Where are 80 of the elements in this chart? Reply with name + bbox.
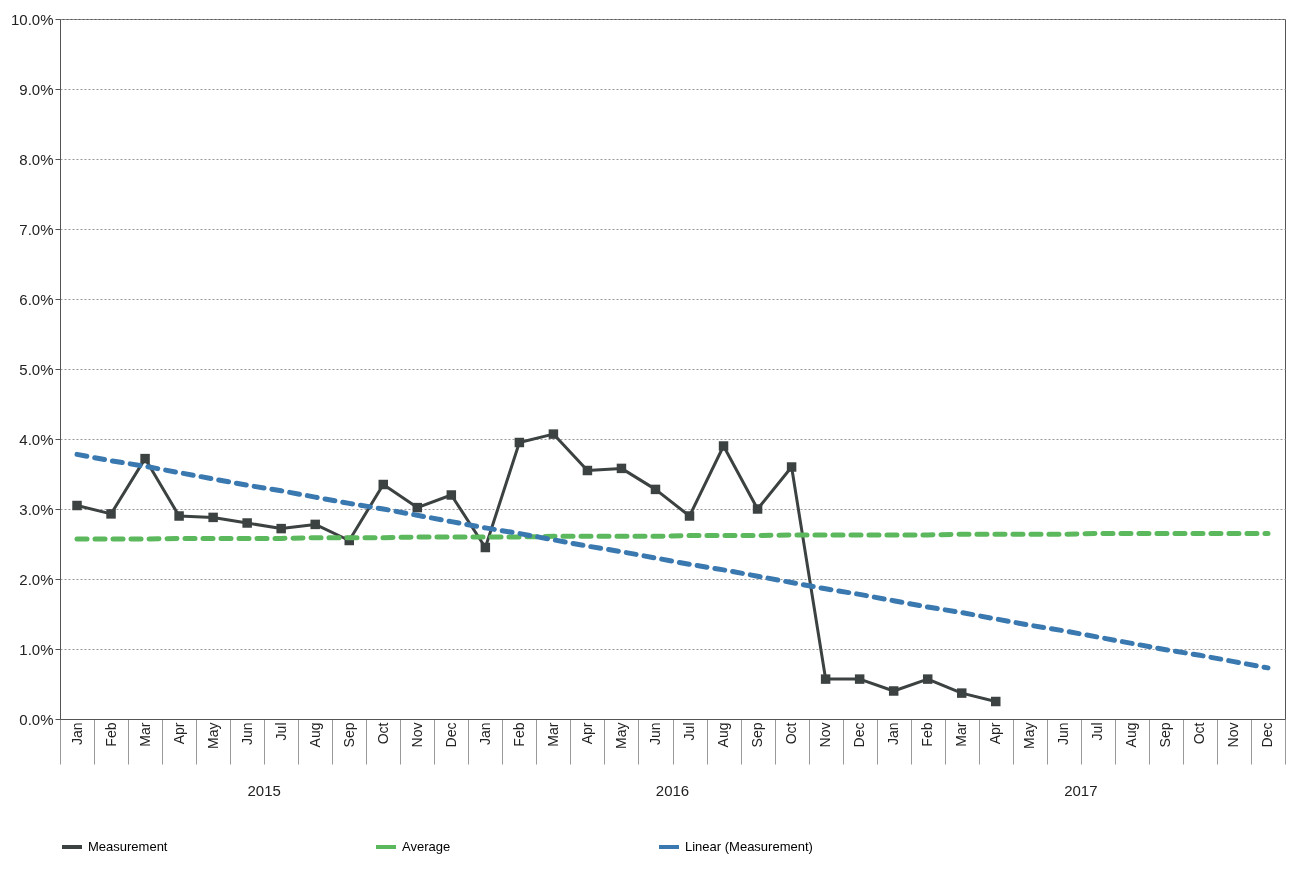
text: 2017 [1064, 782, 1098, 799]
x-tick-label: Nov [817, 722, 834, 748]
point [378, 479, 389, 490]
y-tick-label: 6.0% [19, 290, 54, 308]
point [718, 441, 729, 451]
point [616, 463, 627, 474]
y-tick-label: 8.0% [19, 150, 54, 168]
x-tick-label: Jul [681, 722, 698, 741]
point [786, 462, 797, 472]
point [650, 484, 661, 495]
y-tick-label: 2.0% [19, 570, 54, 588]
y-tick-label: 4.0% [19, 430, 54, 448]
point [174, 511, 184, 521]
point [991, 696, 1001, 707]
point [582, 465, 593, 476]
x-tick-label: Jul [1089, 722, 1106, 741]
point [922, 674, 933, 684]
text: 2016 [655, 782, 690, 799]
x-tick-label: Feb [102, 722, 119, 747]
x-tick-label: Nov [408, 722, 425, 748]
x-tick-label: Feb [510, 722, 527, 747]
x-tick-label: Dec [442, 722, 459, 748]
x-tick-label: Jul [272, 722, 289, 741]
text: 2015 [247, 782, 281, 799]
point [548, 429, 559, 439]
x-tick-label: Dec [851, 722, 868, 748]
x-tick-label: Mar [544, 722, 561, 747]
point [310, 519, 320, 530]
point [208, 512, 218, 523]
x-tick-label: Aug [1123, 722, 1140, 748]
point [140, 453, 150, 464]
point [106, 509, 116, 519]
x-tick-label: May [1021, 722, 1038, 749]
x-tick-label: Jun [238, 722, 255, 746]
y-tick-label: 5.0% [19, 360, 54, 378]
point [752, 504, 763, 514]
x-tick-label: Sep [1157, 722, 1174, 748]
x-tick-label: Mar [136, 722, 153, 747]
x-tick-label: Jan [885, 722, 902, 746]
x-tick-label: Oct [374, 722, 391, 745]
point [514, 437, 525, 448]
x-tick-label: Apr [987, 722, 1004, 745]
legend-label: Measurement [88, 839, 168, 854]
y-tick-label: 10.0% [10, 10, 54, 28]
x-tick-label: Feb [919, 722, 936, 747]
y-tick-label: 1.0% [19, 640, 54, 658]
x-tick-label: Apr [170, 722, 187, 745]
point [888, 686, 899, 696]
x-tick-label: Oct [1191, 722, 1208, 745]
point [446, 490, 457, 500]
x-tick-label: Apr [578, 722, 595, 745]
point [956, 688, 967, 698]
point [854, 674, 865, 684]
x-tick-label: May [204, 722, 221, 749]
y-tick-label: 9.0% [19, 80, 54, 98]
x-tick-label: May [612, 722, 629, 749]
x-tick-label: Jan [476, 722, 493, 746]
x-tick-label: Sep [749, 722, 766, 748]
x-tick-label: Mar [953, 722, 970, 747]
legend-label: Linear (Measurement) [685, 839, 813, 854]
x-tick-label: Jun [646, 722, 663, 746]
point [684, 511, 695, 521]
point [412, 502, 423, 513]
point [276, 523, 286, 534]
legend-label: Average [402, 839, 451, 854]
x-tick-label: Dec [1259, 722, 1276, 748]
x-tick-label: Sep [340, 722, 357, 748]
x-tick-label: Nov [1225, 722, 1242, 748]
x-tick-label: Aug [715, 722, 732, 748]
x-tick-label: Jun [1055, 722, 1072, 746]
y-tick-label: 0.0% [19, 710, 54, 728]
y-tick-label: 3.0% [19, 500, 54, 518]
x-tick-label: Oct [783, 722, 800, 745]
point [480, 542, 491, 553]
point [242, 518, 252, 528]
y-tick-label: 7.0% [19, 220, 54, 238]
x-tick-label: Jan [68, 722, 85, 746]
point [72, 500, 82, 511]
x-tick-label: Aug [306, 722, 323, 748]
point [820, 674, 831, 684]
